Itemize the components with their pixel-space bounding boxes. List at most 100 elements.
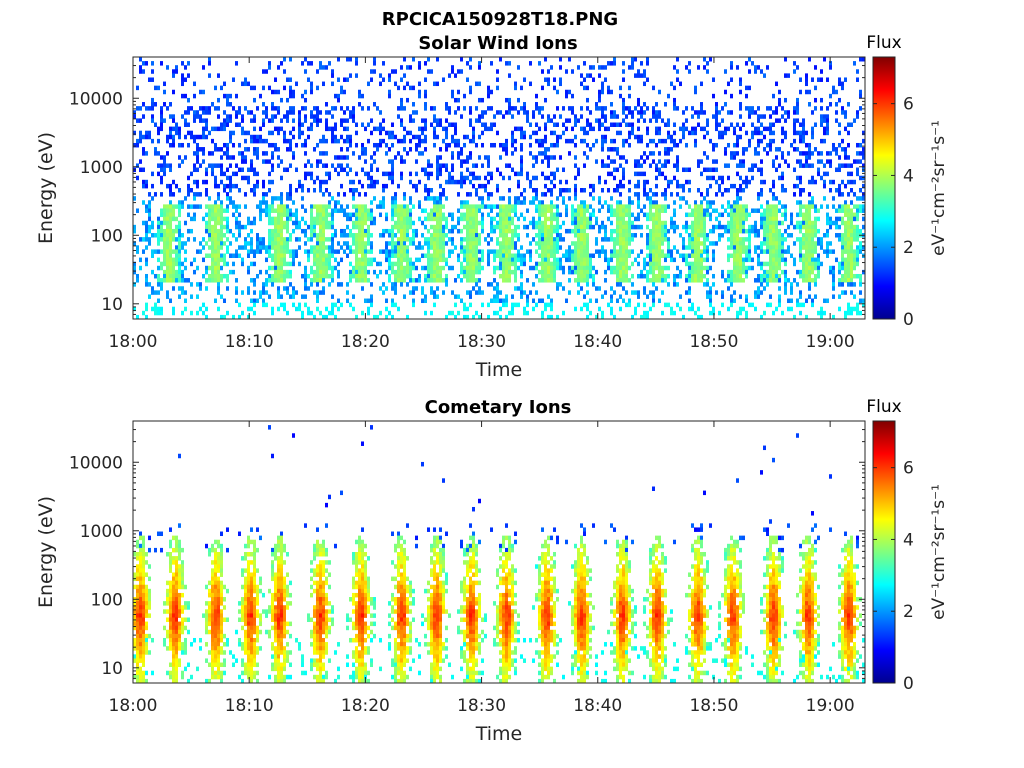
heatmap-cell xyxy=(262,241,265,246)
heatmap-cell xyxy=(763,273,766,279)
heatmap-cell xyxy=(205,212,208,218)
heatmap-cell xyxy=(529,183,532,189)
heatmap-cell xyxy=(667,130,670,136)
heatmap-cell xyxy=(193,114,196,119)
heatmap-cell xyxy=(331,269,334,275)
heatmap-cell xyxy=(310,126,313,132)
heatmap-cell xyxy=(355,249,358,254)
heatmap-cell xyxy=(649,163,652,168)
heatmap-cell xyxy=(571,138,574,144)
heatmap-cell xyxy=(778,97,781,103)
heatmap-cell xyxy=(334,167,337,173)
heatmap-cell xyxy=(160,122,163,127)
heatmap-cell xyxy=(607,216,610,222)
heatmap-cell xyxy=(487,89,490,95)
heatmap-cell xyxy=(217,257,220,263)
heatmap-cell xyxy=(550,142,553,148)
heatmap-cell xyxy=(349,245,352,250)
heatmap-cell xyxy=(445,167,448,173)
heatmap-cell xyxy=(544,241,547,246)
heatmap-cell xyxy=(631,200,634,205)
heatmap-cell xyxy=(346,126,349,132)
heatmap-cell xyxy=(553,114,556,119)
heatmap-cell xyxy=(439,241,442,246)
heatmap-cell xyxy=(382,200,385,205)
heatmap-cell xyxy=(547,228,550,234)
heatmap-cell xyxy=(256,298,259,304)
heatmap-cell xyxy=(619,265,622,271)
heatmap-cell xyxy=(145,130,148,136)
heatmap-cell xyxy=(715,167,718,173)
heatmap-cell xyxy=(226,192,229,197)
heatmap-cell xyxy=(472,278,475,283)
heatmap-cell xyxy=(544,147,547,152)
heatmap-cell xyxy=(694,130,697,136)
heatmap-cell xyxy=(661,269,664,275)
heatmap-cell xyxy=(274,196,277,201)
heatmap-cell xyxy=(667,93,670,99)
heatmap-cell xyxy=(571,253,574,258)
heatmap-cell xyxy=(379,269,382,275)
heatmap-cell xyxy=(730,212,733,218)
heatmap-cell xyxy=(700,102,703,107)
heatmap-cell xyxy=(268,61,271,66)
heatmap-cell xyxy=(178,126,181,132)
heatmap-cell xyxy=(784,204,787,209)
heatmap-cell xyxy=(394,212,397,218)
heatmap-cell xyxy=(757,290,760,295)
heatmap-cell xyxy=(139,69,142,74)
heatmap-cell xyxy=(514,208,517,213)
heatmap-cell xyxy=(163,245,166,250)
heatmap-cell xyxy=(670,257,673,263)
heatmap-cell xyxy=(175,183,178,189)
heatmap-cell xyxy=(427,212,430,218)
heatmap-cell xyxy=(247,233,250,238)
heatmap-cell xyxy=(619,204,622,209)
heatmap-cell xyxy=(691,302,694,308)
heatmap-cell xyxy=(460,200,463,205)
heatmap-cell xyxy=(700,159,703,164)
heatmap-cell xyxy=(655,175,658,181)
heatmap-cell xyxy=(535,93,538,99)
heatmap-cell xyxy=(238,228,241,234)
heatmap-cell xyxy=(658,204,661,209)
heatmap-cell xyxy=(181,114,184,119)
heatmap-cell xyxy=(757,151,760,156)
heatmap-cell xyxy=(673,245,676,250)
heatmap-cell xyxy=(238,204,241,209)
heatmap-cell xyxy=(370,216,373,222)
heatmap-cell xyxy=(694,237,697,242)
heatmap-cell xyxy=(190,204,193,209)
heatmap-cell xyxy=(301,93,304,99)
heatmap-cell xyxy=(175,224,178,230)
heatmap-cell xyxy=(475,269,478,275)
heatmap-cell xyxy=(439,265,442,271)
heatmap-cell xyxy=(736,188,739,193)
heatmap-cell xyxy=(619,294,622,299)
heatmap-cell xyxy=(322,192,325,197)
heatmap-cell xyxy=(346,216,349,222)
heatmap-cell xyxy=(544,265,547,271)
heatmap-cell xyxy=(223,81,226,87)
heatmap-cell xyxy=(433,118,436,123)
heatmap-cell xyxy=(769,273,772,279)
heatmap-cell xyxy=(559,282,562,287)
heatmap-cell xyxy=(757,65,760,70)
heatmap-cell xyxy=(658,89,661,95)
heatmap-cell xyxy=(640,233,643,238)
heatmap-cell xyxy=(205,192,208,197)
heatmap-cell xyxy=(214,249,217,254)
heatmap-cell xyxy=(526,114,529,119)
heatmap-cell xyxy=(583,130,586,136)
heatmap-cell xyxy=(628,241,631,246)
heatmap-cell xyxy=(187,188,190,193)
heatmap-cell xyxy=(274,147,277,152)
heatmap-cell xyxy=(382,77,385,82)
heatmap-cell xyxy=(766,142,769,148)
heatmap-cell xyxy=(691,114,694,119)
heatmap-cell xyxy=(151,183,154,189)
heatmap-cell xyxy=(214,265,217,271)
heatmap-cell xyxy=(136,118,139,123)
heatmap-cell xyxy=(256,106,259,111)
heatmap-cell xyxy=(556,237,559,242)
